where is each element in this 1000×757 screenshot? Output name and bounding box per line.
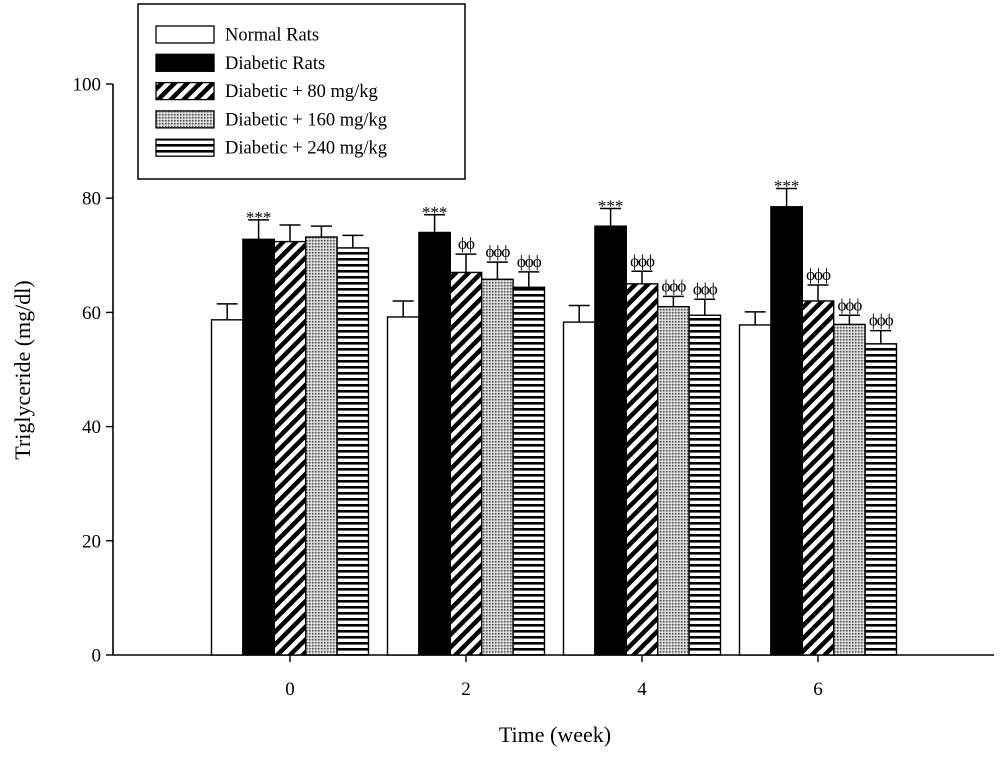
error-bar [568, 304, 590, 323]
bar [688, 314, 722, 656]
axis-ticks: 0 20 40 60 80 100 0 2 4 6 [73, 75, 823, 701]
error-bar [455, 253, 477, 273]
error-bar [518, 271, 540, 288]
bar [481, 278, 514, 656]
legend-label: Diabetic + 160 mg/kg [225, 110, 387, 130]
significance-phi: ϕϕϕ [517, 252, 542, 271]
legend-swatch [155, 138, 215, 157]
bar [273, 240, 307, 656]
significance-phi: ϕϕϕ [630, 251, 655, 270]
bar [242, 238, 275, 656]
bar [657, 305, 690, 656]
significance-stars: *** [422, 203, 448, 222]
significance-phi: ϕϕϕ [485, 242, 510, 261]
error-bar [216, 303, 238, 320]
bars [210, 187, 898, 656]
error-bar [310, 225, 332, 238]
x-axis-title: Time (week) [499, 722, 611, 747]
significance-phi: ϕϕ [458, 234, 475, 253]
error-bar [248, 219, 270, 240]
bar [562, 321, 596, 656]
y-tick-label: 80 [82, 189, 101, 210]
x-tick-label: 6 [813, 679, 823, 700]
legend-swatch [155, 25, 215, 44]
significance-stars: *** [246, 208, 272, 227]
significance-stars: *** [774, 176, 800, 195]
significance-phi: ϕϕϕ [806, 265, 831, 284]
bar [305, 236, 338, 656]
significance-phi: ϕϕϕ [661, 276, 686, 295]
bar [336, 247, 370, 656]
bar [801, 300, 835, 656]
error-bar [838, 314, 860, 325]
y-tick-label: 60 [82, 303, 101, 324]
legend-label: Diabetic + 80 mg/kg [225, 82, 378, 102]
error-bar [662, 295, 684, 307]
error-bar [870, 329, 892, 344]
legend-swatch [155, 81, 215, 101]
bar [512, 286, 546, 656]
y-tick-label: 100 [73, 75, 102, 96]
legend-label: Diabetic + 240 mg/kg [225, 139, 387, 159]
y-tick-label: 0 [92, 646, 102, 667]
error-bar [744, 311, 766, 325]
significance-phi: ϕϕϕ [693, 279, 718, 298]
significance-stars: *** [598, 196, 624, 215]
bar [418, 231, 451, 656]
legend-label: Normal Rats [225, 26, 319, 46]
bar [386, 316, 420, 656]
legend-swatch [155, 110, 215, 129]
error-bar [776, 187, 798, 207]
bar [210, 319, 244, 656]
bar [449, 271, 483, 656]
bar [833, 323, 866, 656]
error-bar [486, 261, 508, 280]
error-bar [342, 234, 364, 248]
bar [594, 225, 628, 656]
error-bar [807, 284, 829, 301]
legend-swatch [155, 53, 215, 72]
x-tick-label: 0 [285, 679, 295, 700]
significance-phi: ϕϕϕ [837, 295, 862, 314]
y-tick-label: 40 [82, 417, 101, 438]
x-tick-label: 2 [461, 679, 471, 700]
bar [770, 206, 804, 656]
bar [738, 324, 772, 656]
bar [625, 283, 659, 656]
error-bar [392, 300, 414, 317]
error-bar [424, 214, 446, 233]
legend-items: Normal Rats Diabetic Rats Diabetic + 80 mg… [155, 25, 387, 159]
bar [864, 343, 898, 656]
y-axis-title: Triglyceride (mg/dl) [10, 280, 35, 459]
x-tick-label: 4 [637, 679, 647, 700]
error-bar [631, 270, 653, 284]
error-bar [600, 207, 622, 227]
legend-label: Diabetic Rats [225, 54, 325, 74]
error-bar [694, 298, 716, 316]
legend: Normal Rats Diabetic Rats Diabetic + 80 mg… [137, 3, 466, 180]
y-tick-label: 20 [82, 531, 101, 552]
significance-phi: ϕϕϕ [869, 311, 894, 330]
error-bar [279, 224, 301, 242]
